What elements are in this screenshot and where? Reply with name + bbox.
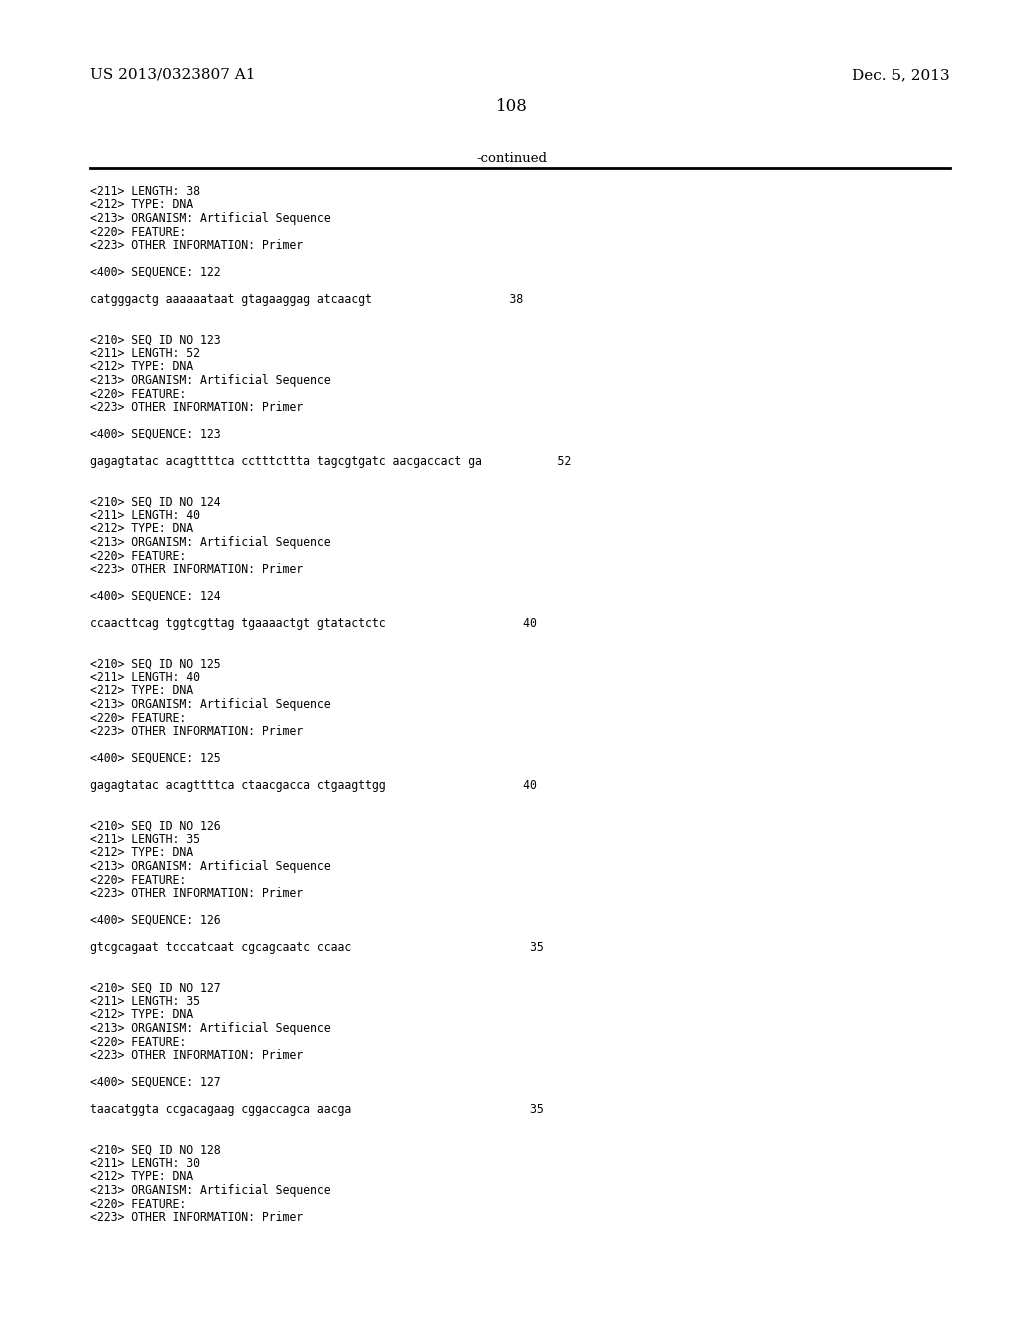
- Text: ccaacttcag tggtcgttag tgaaaactgt gtatactctc                    40: ccaacttcag tggtcgttag tgaaaactgt gtatact…: [90, 616, 537, 630]
- Text: <211> LENGTH: 40: <211> LENGTH: 40: [90, 671, 200, 684]
- Text: <210> SEQ ID NO 128: <210> SEQ ID NO 128: [90, 1143, 220, 1156]
- Text: US 2013/0323807 A1: US 2013/0323807 A1: [90, 69, 256, 82]
- Text: 108: 108: [496, 98, 528, 115]
- Text: <220> FEATURE:: <220> FEATURE:: [90, 874, 186, 887]
- Text: <213> ORGANISM: Artificial Sequence: <213> ORGANISM: Artificial Sequence: [90, 698, 331, 711]
- Text: <212> TYPE: DNA: <212> TYPE: DNA: [90, 1008, 194, 1022]
- Text: <213> ORGANISM: Artificial Sequence: <213> ORGANISM: Artificial Sequence: [90, 536, 331, 549]
- Text: <220> FEATURE:: <220> FEATURE:: [90, 549, 186, 562]
- Text: <400> SEQUENCE: 122: <400> SEQUENCE: 122: [90, 267, 220, 279]
- Text: <211> LENGTH: 40: <211> LENGTH: 40: [90, 510, 200, 521]
- Text: <213> ORGANISM: Artificial Sequence: <213> ORGANISM: Artificial Sequence: [90, 861, 331, 873]
- Text: <223> OTHER INFORMATION: Primer: <223> OTHER INFORMATION: Primer: [90, 725, 303, 738]
- Text: <212> TYPE: DNA: <212> TYPE: DNA: [90, 523, 194, 536]
- Text: gtcgcagaat tcccatcaat cgcagcaatc ccaac                          35: gtcgcagaat tcccatcaat cgcagcaatc ccaac 3…: [90, 941, 544, 954]
- Text: taacatggta ccgacagaag cggaccagca aacga                          35: taacatggta ccgacagaag cggaccagca aacga 3…: [90, 1104, 544, 1115]
- Text: <400> SEQUENCE: 126: <400> SEQUENCE: 126: [90, 913, 220, 927]
- Text: <212> TYPE: DNA: <212> TYPE: DNA: [90, 360, 194, 374]
- Text: <223> OTHER INFORMATION: Primer: <223> OTHER INFORMATION: Primer: [90, 401, 303, 414]
- Text: <213> ORGANISM: Artificial Sequence: <213> ORGANISM: Artificial Sequence: [90, 213, 331, 224]
- Text: <212> TYPE: DNA: <212> TYPE: DNA: [90, 846, 194, 859]
- Text: <213> ORGANISM: Artificial Sequence: <213> ORGANISM: Artificial Sequence: [90, 1184, 331, 1197]
- Text: <212> TYPE: DNA: <212> TYPE: DNA: [90, 198, 194, 211]
- Text: catgggactg aaaaaataat gtagaaggag atcaacgt                    38: catgggactg aaaaaataat gtagaaggag atcaacg…: [90, 293, 523, 306]
- Text: <213> ORGANISM: Artificial Sequence: <213> ORGANISM: Artificial Sequence: [90, 374, 331, 387]
- Text: <210> SEQ ID NO 126: <210> SEQ ID NO 126: [90, 820, 220, 833]
- Text: <213> ORGANISM: Artificial Sequence: <213> ORGANISM: Artificial Sequence: [90, 1022, 331, 1035]
- Text: <211> LENGTH: 52: <211> LENGTH: 52: [90, 347, 200, 360]
- Text: <220> FEATURE:: <220> FEATURE:: [90, 226, 186, 239]
- Text: <211> LENGTH: 35: <211> LENGTH: 35: [90, 833, 200, 846]
- Text: <210> SEQ ID NO 124: <210> SEQ ID NO 124: [90, 495, 220, 508]
- Text: <210> SEQ ID NO 125: <210> SEQ ID NO 125: [90, 657, 220, 671]
- Text: <220> FEATURE:: <220> FEATURE:: [90, 388, 186, 400]
- Text: <223> OTHER INFORMATION: Primer: <223> OTHER INFORMATION: Primer: [90, 887, 303, 900]
- Text: <211> LENGTH: 30: <211> LENGTH: 30: [90, 1158, 200, 1170]
- Text: <220> FEATURE:: <220> FEATURE:: [90, 1035, 186, 1048]
- Text: <220> FEATURE:: <220> FEATURE:: [90, 711, 186, 725]
- Text: <400> SEQUENCE: 123: <400> SEQUENCE: 123: [90, 428, 220, 441]
- Text: <400> SEQUENCE: 125: <400> SEQUENCE: 125: [90, 752, 220, 766]
- Text: <212> TYPE: DNA: <212> TYPE: DNA: [90, 1171, 194, 1184]
- Text: Dec. 5, 2013: Dec. 5, 2013: [852, 69, 950, 82]
- Text: <211> LENGTH: 35: <211> LENGTH: 35: [90, 995, 200, 1008]
- Text: <210> SEQ ID NO 127: <210> SEQ ID NO 127: [90, 982, 220, 994]
- Text: <210> SEQ ID NO 123: <210> SEQ ID NO 123: [90, 334, 220, 346]
- Text: <223> OTHER INFORMATION: Primer: <223> OTHER INFORMATION: Primer: [90, 1210, 303, 1224]
- Text: <212> TYPE: DNA: <212> TYPE: DNA: [90, 685, 194, 697]
- Text: <400> SEQUENCE: 124: <400> SEQUENCE: 124: [90, 590, 220, 603]
- Text: <223> OTHER INFORMATION: Primer: <223> OTHER INFORMATION: Primer: [90, 1049, 303, 1063]
- Text: -continued: -continued: [476, 152, 548, 165]
- Text: <223> OTHER INFORMATION: Primer: <223> OTHER INFORMATION: Primer: [90, 564, 303, 576]
- Text: <220> FEATURE:: <220> FEATURE:: [90, 1197, 186, 1210]
- Text: gagagtatac acagttttca ctaacgacca ctgaagttgg                    40: gagagtatac acagttttca ctaacgacca ctgaagt…: [90, 779, 537, 792]
- Text: gagagtatac acagttttca cctttcttta tagcgtgatc aacgaccact ga           52: gagagtatac acagttttca cctttcttta tagcgtg…: [90, 455, 571, 469]
- Text: <400> SEQUENCE: 127: <400> SEQUENCE: 127: [90, 1076, 220, 1089]
- Text: <211> LENGTH: 38: <211> LENGTH: 38: [90, 185, 200, 198]
- Text: <223> OTHER INFORMATION: Primer: <223> OTHER INFORMATION: Primer: [90, 239, 303, 252]
